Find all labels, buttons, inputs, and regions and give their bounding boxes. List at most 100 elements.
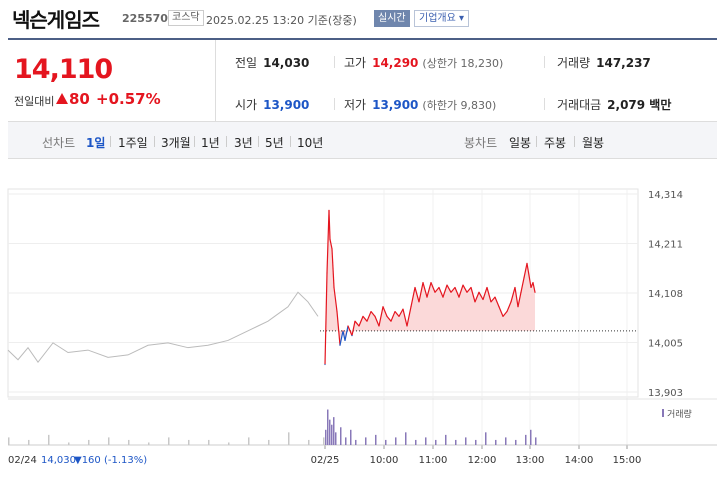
today-line-segment (430, 282, 436, 293)
today-point (406, 325, 408, 327)
today-volume-bar (465, 437, 467, 445)
today-point (523, 277, 525, 279)
today-point (410, 306, 412, 308)
today-point (438, 286, 440, 289)
today-point (517, 306, 519, 308)
today-line-segment (498, 306, 504, 317)
today-volume-bar (485, 432, 487, 445)
tab-monthly-candle[interactable]: 월봉 (582, 136, 605, 150)
today-point (370, 310, 372, 313)
tab-1week[interactable]: 1주일 (118, 136, 148, 150)
today-volume-bar (475, 439, 477, 445)
y-tick-label: 14,314 (648, 190, 683, 201)
today-point (520, 291, 522, 293)
today-line-segment (378, 306, 384, 327)
today-point (494, 296, 496, 298)
today-line-segment (331, 248, 335, 288)
today-line-segment (482, 287, 488, 300)
today-volume-bar (375, 434, 377, 445)
amount-label: 거래대금 (557, 98, 602, 112)
today-line-segment (370, 311, 376, 317)
today-point (532, 282, 534, 284)
prev-volume-bar (8, 437, 10, 445)
today-point (462, 284, 464, 286)
today-line-segment (354, 320, 360, 327)
change-value: 80 (69, 90, 90, 108)
today-point (418, 301, 420, 303)
today-point (526, 262, 528, 264)
today-point (333, 286, 335, 289)
y-tick-label: 14,005 (648, 339, 683, 350)
today-line-segment (502, 311, 508, 317)
today-volume-bar (530, 429, 532, 445)
x-tick-label: 15:00 (613, 455, 642, 466)
prev-volume-bar (168, 437, 170, 445)
tab-3year[interactable]: 3년 (234, 136, 253, 150)
today-point (382, 306, 384, 308)
prev-volume-bar (108, 437, 110, 445)
today-point (339, 344, 341, 346)
today-volume-bar (340, 427, 342, 445)
today-volume-bar (329, 419, 331, 445)
x-tick-label: 02/25 (311, 455, 340, 466)
prev-close-value: 14,030 (263, 56, 310, 70)
divider (334, 56, 335, 68)
today-volume-bar (355, 439, 357, 445)
tab-10year[interactable]: 10년 (297, 136, 324, 150)
prev-volume-bar (68, 442, 70, 445)
prev-volume-bar (323, 437, 325, 445)
today-point (506, 310, 508, 313)
prev-day-line (7, 291, 319, 363)
today-point (324, 363, 326, 366)
today-line-segment (351, 321, 356, 336)
volume-legend-label: 거래량 (667, 408, 692, 420)
today-line-segment (382, 306, 388, 317)
today-line-segment (523, 263, 528, 278)
today-line-segment (398, 308, 404, 317)
upper-limit: (상한가 18,230) (422, 57, 504, 70)
tab-5year[interactable]: 5년 (265, 136, 284, 150)
today-volume-bar (335, 432, 337, 445)
realtime-button[interactable]: 실시간 (374, 10, 410, 27)
stock-name: 넥슨게임즈 (12, 8, 100, 32)
today-volume-bar (505, 437, 507, 445)
tab-weekly-candle[interactable]: 주봉 (544, 136, 567, 150)
today-line-segment (506, 301, 512, 312)
tab-divider (536, 136, 537, 147)
today-point (458, 296, 460, 298)
today-point (336, 310, 338, 313)
today-line-segment (344, 325, 349, 341)
prev-volume-bar (248, 437, 250, 445)
amount-value: 2,079 백만 (607, 98, 672, 112)
x-tick-label: 12:00 (468, 455, 497, 466)
x-tick-label: 13:00 (516, 455, 545, 466)
today-line-segment (347, 325, 353, 336)
tab-divider (110, 136, 111, 147)
today-point (490, 301, 492, 303)
tab-3month[interactable]: 3개월 (161, 136, 191, 150)
company-overview-dropdown[interactable]: 기업개요 ▾ (414, 10, 469, 27)
today-point (326, 272, 328, 274)
today-line-segment (494, 296, 500, 307)
market-badge: 코스닥 (168, 10, 204, 26)
quote-datetime: 2025.02.25 13:20 기준(장중) (206, 14, 357, 27)
tab-daily-candle[interactable]: 일봉 (509, 136, 532, 150)
open-value: 13,900 (263, 98, 310, 112)
y-tick-label: 14,211 (648, 240, 683, 251)
tab-1day[interactable]: 1일 (86, 136, 106, 150)
today-line-segment (342, 330, 346, 341)
today-line-segment (474, 292, 480, 303)
line-chart-label: 선차트 (42, 136, 76, 150)
tab-1year[interactable]: 1년 (201, 136, 220, 150)
intraday-chart[interactable]: 14,314 14,211 14,108 14,005 13,903 02/25 10:00… (0, 159, 717, 489)
today-point (386, 315, 388, 317)
prev-volume-bar (188, 439, 190, 445)
today-point (374, 315, 376, 317)
x-tick-label: 10:00 (370, 455, 399, 466)
today-point (430, 282, 432, 284)
today-point (347, 325, 349, 327)
prev-volume-bar (268, 439, 270, 445)
today-volume-bar (385, 439, 387, 445)
today-volume-bar (327, 409, 329, 445)
today-point (498, 306, 500, 308)
